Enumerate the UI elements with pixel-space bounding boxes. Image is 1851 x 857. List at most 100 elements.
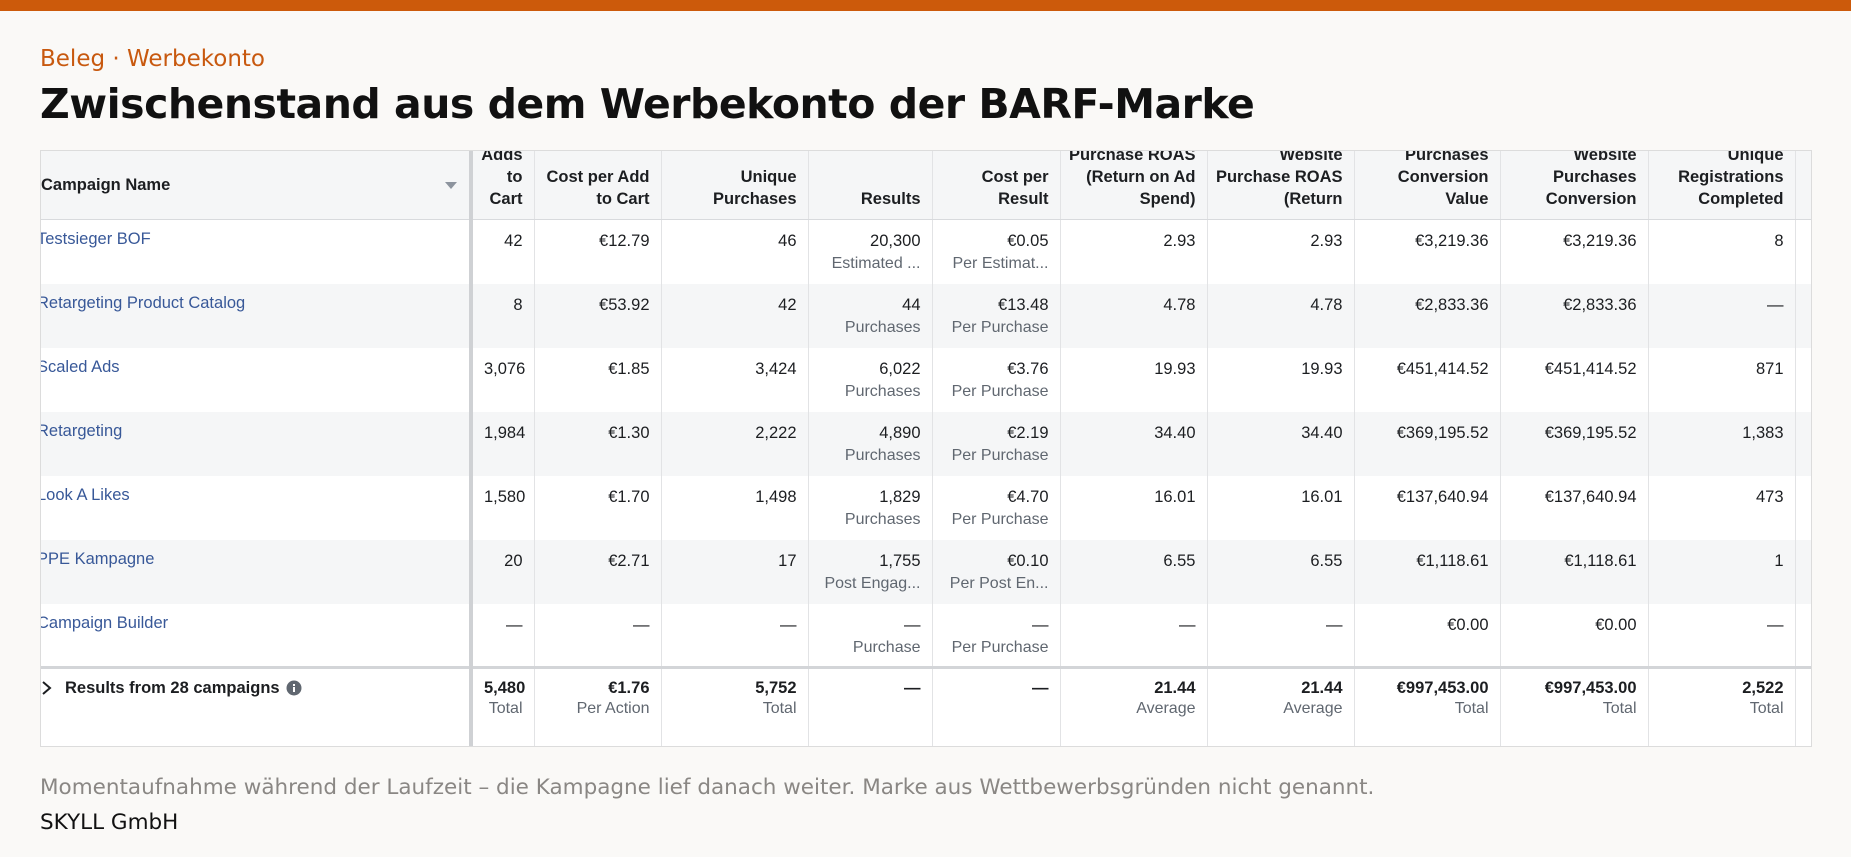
campaign-row: PPE Kampagne 20 €2.71 17 1,755 Post Engag... €… (41, 539, 1811, 604)
cell-value: 42 (778, 295, 797, 314)
cell: 2.93 (1060, 219, 1208, 284)
cell-value: €451,414.52 (1544, 359, 1637, 378)
cell: 6,022 Purchases (808, 347, 933, 412)
column-header-text: Website Purchases Conversion (1545, 151, 1637, 208)
cell: 2,522 Total (1648, 666, 1796, 746)
column-header-text: Website Purchase ROAS (Return (1215, 151, 1343, 208)
cell-value: 20 (504, 551, 523, 570)
column-header[interactable]: Unique Purchases (661, 151, 809, 220)
cell-value: €0.05 (1007, 232, 1049, 250)
expand-icon[interactable] (41, 681, 53, 695)
cell-value: 21.44 (1301, 679, 1343, 697)
total-label-cell: Results from 28 campaigns (41, 666, 473, 746)
cell-sub: Average (1136, 700, 1196, 717)
cell: €369,195.52 (1500, 411, 1649, 476)
cell-value: 1,984 (484, 423, 526, 442)
campaign-name[interactable]: Retargeting Product Catalog (41, 283, 473, 348)
campaign-name[interactable]: PPE Kampagne (41, 539, 473, 604)
campaign-name[interactable]: Testsieger BOF (41, 219, 473, 284)
cell: 34.40 (1060, 411, 1208, 476)
cell-value: €1.85 (608, 359, 650, 378)
cell-sub: Total (1602, 700, 1637, 717)
cell-value: — (506, 615, 523, 634)
cell-value: €451,414.52 (1396, 359, 1489, 378)
cell: 21.44 Average (1207, 666, 1355, 746)
cell: — (932, 666, 1061, 746)
cell: 1 (1648, 539, 1796, 604)
cell-value: 1,580 (484, 487, 526, 506)
cell-sub: Total (762, 700, 797, 717)
column-header[interactable]: Unique Registrations Completed (1648, 151, 1796, 220)
cell-value: — (1179, 615, 1196, 634)
cell-value: 1,383 (1742, 423, 1784, 442)
info-icon[interactable] (286, 680, 302, 696)
cell: 1,383 (1648, 411, 1796, 476)
cell-sub: Purchase (852, 638, 921, 656)
cell: — (661, 603, 809, 668)
cell-sub: Per Purchase (951, 446, 1049, 464)
campaign-row: Scaled Ads 3,076 €1.85 3,424 6,022 Purchases €… (41, 347, 1811, 412)
column-header[interactable]: Purchases Conversion Value (1354, 151, 1501, 220)
cell-value: 6,022 (879, 359, 921, 378)
cell: €137,640.94 (1354, 475, 1501, 540)
cell-value: €997,453.00 (1396, 679, 1489, 697)
cell-value: 2,522 (1742, 679, 1784, 697)
campaign-header[interactable]: Campaign Name (41, 151, 473, 220)
campaign-name[interactable]: Retargeting (41, 411, 473, 476)
campaign-row: Retargeting 1,984 €1.30 2,222 4,890 Purchases… (41, 411, 1811, 476)
column-header[interactable]: Website Purchase ROAS (Return (1207, 151, 1355, 220)
cell-extra (1795, 411, 1811, 476)
column-header[interactable]: Cost per Add to Cart (534, 151, 662, 220)
cell: 19.93 (1207, 347, 1355, 412)
cell-sub: Per Purchase (951, 382, 1049, 400)
campaign-name[interactable]: Scaled Ads (41, 347, 473, 412)
column-header-text: Purchases Conversion Value (1397, 151, 1489, 208)
cell-value: 6.55 (1163, 551, 1196, 570)
cell-value: €3,219.36 (1415, 232, 1489, 250)
column-header-text: Cost per Result (981, 168, 1049, 208)
campaign-name[interactable]: Look A Likes (41, 475, 473, 540)
column-header[interactable]: Website Purchases Conversion (1500, 151, 1649, 220)
cell-value: — (1767, 615, 1784, 634)
cell-value: 2.93 (1310, 232, 1343, 250)
cell: 44 Purchases (808, 283, 933, 348)
cell-sub: Per Purchase (951, 318, 1049, 336)
cell: €1,118.61 (1354, 539, 1501, 604)
campaign-row: Retargeting Product Catalog 8 €53.92 42 44 Pu… (41, 283, 1811, 348)
footnote: Momentaufnahme während der Laufzeit – di… (40, 775, 1375, 800)
cell-value: €53.92 (599, 295, 650, 314)
column-header[interactable]: Cost per Result (932, 151, 1061, 220)
cell: — (534, 603, 662, 668)
cell: 1,498 (661, 475, 809, 540)
cell: €3,219.36 (1354, 219, 1501, 284)
cell: 20,300 Estimated ... (808, 219, 933, 284)
cell-sub: Purchases (844, 446, 921, 464)
column-header[interactable]: Purchase ROAS (Return on Ad Spend) (1060, 151, 1208, 220)
campaign-name[interactable]: Campaign Builder (41, 603, 473, 668)
cell-value: 1 (1774, 551, 1784, 570)
cell-value: — (904, 679, 921, 697)
cell: — (1648, 283, 1796, 348)
cell: — (471, 603, 535, 668)
column-header[interactable]: Results (808, 151, 933, 220)
cell-extra (1795, 539, 1811, 604)
cell-value: €3,219.36 (1563, 232, 1637, 250)
cell: 2,222 (661, 411, 809, 476)
cell-value: 4,890 (879, 423, 921, 442)
cell: €3,219.36 (1500, 219, 1649, 284)
cell-value: 46 (778, 232, 797, 250)
cell-sub: Total (1454, 700, 1489, 717)
cell-extra (1795, 475, 1811, 540)
eyebrow: Beleg · Werbekonto (40, 46, 265, 72)
cell-value: €2.71 (608, 551, 650, 570)
cell-sub: Purchases (844, 318, 921, 336)
cell-value: 16.01 (1154, 487, 1196, 506)
column-header-text: Results (860, 190, 921, 208)
cell: 1,580 (471, 475, 535, 540)
cell-value: 6.55 (1310, 551, 1343, 570)
column-header[interactable]: Adds to Cart (471, 151, 535, 220)
screenshot: Campaign Name Adds to Cart Cost per Add t… (40, 150, 1812, 747)
cell-value: 2,222 (755, 423, 797, 442)
cell-extra (1795, 219, 1811, 284)
cell: 8 (471, 283, 535, 348)
